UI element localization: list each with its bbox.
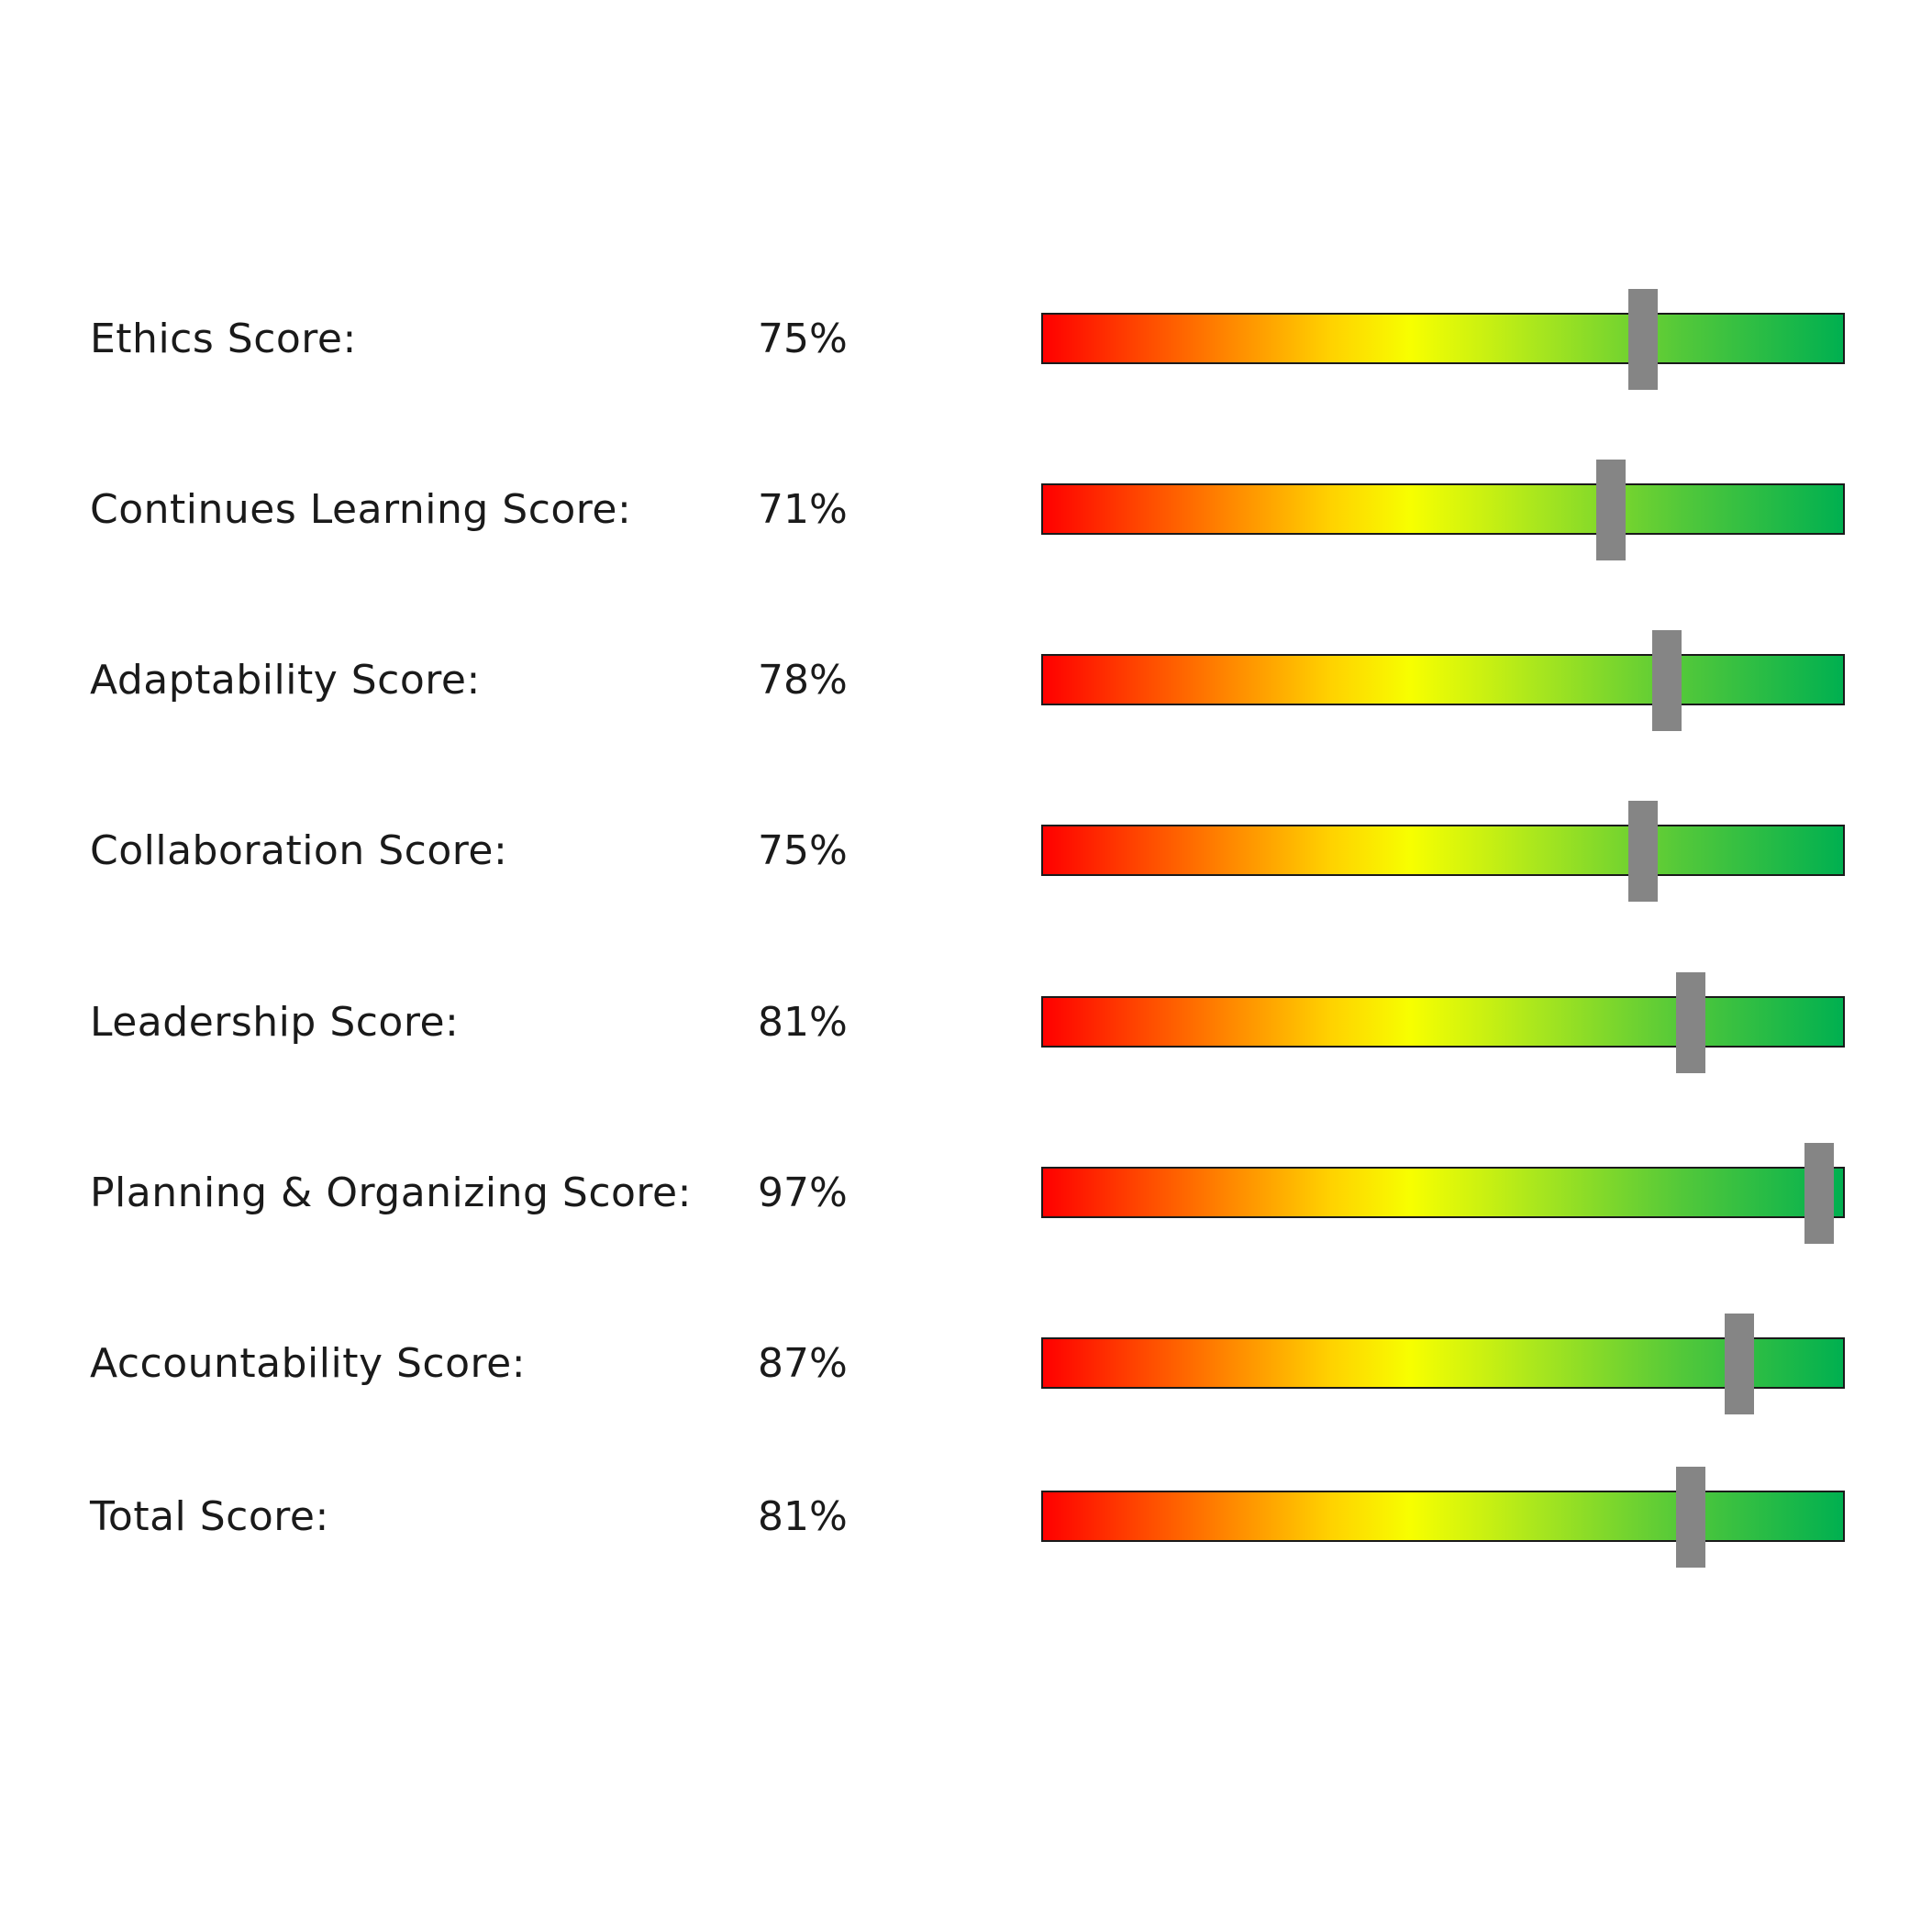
score-label: Planning & Organizing Score: xyxy=(90,1170,692,1216)
score-value: 81% xyxy=(758,999,848,1046)
score-row: Ethics Score: 75% xyxy=(0,289,1932,390)
score-gradient-bar xyxy=(1041,289,1845,390)
score-marker xyxy=(1676,972,1706,1073)
score-marker xyxy=(1628,801,1658,902)
score-value: 81% xyxy=(758,1493,848,1540)
score-value: 75% xyxy=(758,827,848,874)
score-label: Leadership Score: xyxy=(90,999,460,1046)
score-row: Adaptability Score: 78% xyxy=(0,630,1932,731)
score-row: Collaboration Score: 75% xyxy=(0,801,1932,902)
score-gradient-bar xyxy=(1041,1467,1845,1568)
score-row: Leadership Score: 81% xyxy=(0,972,1932,1073)
score-marker xyxy=(1804,1143,1834,1244)
score-gradient-bar xyxy=(1041,630,1845,731)
score-gradient-bar xyxy=(1041,801,1845,902)
score-label: Total Score: xyxy=(90,1493,329,1540)
score-gradient-bar xyxy=(1041,460,1845,560)
score-label: Ethics Score: xyxy=(90,316,357,362)
score-marker xyxy=(1676,1467,1706,1568)
score-label: Accountability Score: xyxy=(90,1340,527,1387)
score-gradient-bar xyxy=(1041,972,1845,1073)
score-value: 75% xyxy=(758,316,848,362)
score-marker xyxy=(1724,1314,1754,1414)
score-row: Accountability Score: 87% xyxy=(0,1314,1932,1414)
score-value: 78% xyxy=(758,657,848,704)
score-value: 71% xyxy=(758,486,848,533)
score-row: Total Score: 81% xyxy=(0,1467,1932,1568)
score-row: Continues Learning Score: 71% xyxy=(0,460,1932,560)
score-gradient-bar xyxy=(1041,1143,1845,1244)
score-label: Continues Learning Score: xyxy=(90,486,632,533)
score-value: 87% xyxy=(758,1340,848,1387)
score-value: 97% xyxy=(758,1170,848,1216)
score-row: Planning & Organizing Score: 97% xyxy=(0,1143,1932,1244)
score-gradient-bar xyxy=(1041,1314,1845,1414)
score-marker xyxy=(1596,460,1627,560)
score-label: Adaptability Score: xyxy=(90,657,481,704)
score-marker xyxy=(1628,289,1658,390)
score-marker xyxy=(1652,630,1682,731)
score-label: Collaboration Score: xyxy=(90,827,508,874)
